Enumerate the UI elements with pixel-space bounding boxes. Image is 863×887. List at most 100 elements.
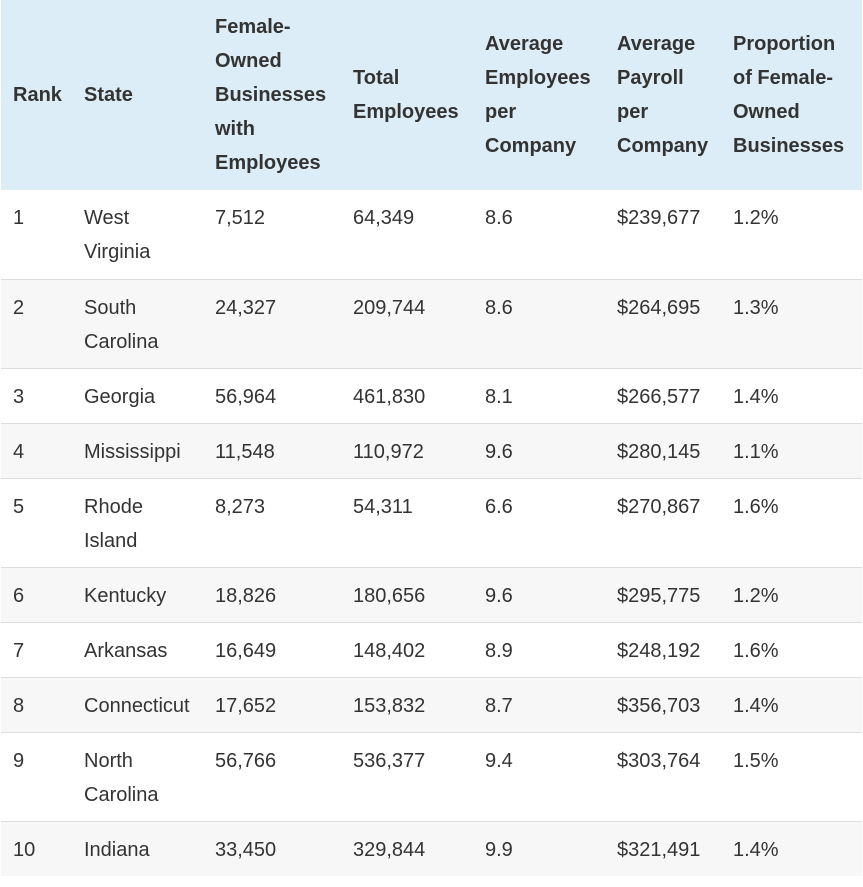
- state-line: Arkansas: [84, 639, 168, 662]
- table-row: 4 Mississippi 11,548 110,972 9.6 $280,14…: [1, 423, 862, 478]
- cell-state: Arkansas: [72, 622, 203, 677]
- cell-rank: 6: [13, 584, 25, 607]
- table-row: 1 West Virginia 7,512 64,349 8.6 $239,677…: [1, 190, 862, 279]
- cell-avg-employees: 6.6: [485, 495, 513, 518]
- cell-avg-employees: 8.6: [485, 207, 513, 229]
- cell-female-owned: 24,327: [215, 296, 277, 319]
- header-line: Employees: [485, 67, 591, 89]
- header-line: Average: [617, 33, 696, 55]
- header-total-employees: Total Employees: [341, 0, 473, 190]
- header-line: Company: [617, 135, 709, 157]
- cell-state: Indiana: [72, 821, 203, 876]
- cell-state: Connecticut: [72, 677, 203, 732]
- table-row: 5 Rhode Island 8,273 54,311 6.6 $270,867 …: [1, 478, 862, 567]
- cell-female-owned: 7,512: [215, 207, 266, 229]
- cell-female-owned: 56,964: [215, 385, 277, 408]
- state-line: Rhode: [84, 495, 143, 518]
- header-line: Owned: [215, 50, 282, 72]
- cell-female-owned: 8,273: [215, 495, 266, 518]
- state-line: Virginia: [84, 241, 151, 263]
- cell-avg-payroll: $270,867: [617, 495, 701, 518]
- cell-rank: 10: [13, 838, 36, 861]
- cell-avg-employees: 8.9: [485, 639, 513, 662]
- cell-total-employees: 329,844: [353, 838, 426, 861]
- cell-proportion: 1.2%: [733, 584, 779, 607]
- cell-state: Georgia: [72, 368, 203, 423]
- cell-rank: 1: [13, 207, 25, 229]
- header-line: Payroll: [617, 67, 684, 89]
- cell-avg-employees: 9.6: [485, 584, 513, 607]
- header-line: Female-: [215, 16, 291, 38]
- header-line: Company: [485, 135, 577, 157]
- header-line: Proportion: [733, 33, 836, 55]
- header-line: Employees: [215, 152, 321, 174]
- cell-proportion: 1.2%: [733, 207, 779, 229]
- cell-avg-payroll: $295,775: [617, 584, 701, 607]
- cell-avg-payroll: $248,192: [617, 639, 701, 662]
- state-line: South: [84, 296, 137, 319]
- table-body: 1 West Virginia 7,512 64,349 8.6 $239,677…: [1, 190, 862, 876]
- cell-state: West Virginia: [72, 190, 203, 279]
- cell-state: Rhode Island: [72, 478, 203, 567]
- cell-total-employees: 54,311: [353, 495, 413, 518]
- header-state: State: [72, 0, 203, 190]
- header-line: Owned: [733, 101, 800, 123]
- cell-rank: 4: [13, 440, 25, 463]
- cell-state: Mississippi: [72, 423, 203, 478]
- header-avg-payroll: Average Payroll per Company: [605, 0, 721, 190]
- cell-proportion: 1.5%: [733, 749, 779, 772]
- table-row: 9 North Carolina 56,766 536,377 9.4 $303,…: [1, 732, 862, 821]
- header-line: Businesses: [733, 135, 845, 157]
- header-line: Average: [485, 33, 564, 55]
- cell-state: Kentucky: [72, 567, 203, 622]
- cell-avg-payroll: $280,145: [617, 440, 701, 463]
- cell-rank: 9: [13, 749, 25, 772]
- state-line: West: [84, 207, 130, 229]
- cell-total-employees: 153,832: [353, 694, 426, 717]
- cell-avg-payroll: $303,764: [617, 749, 701, 772]
- header-line: of Female-: [733, 67, 834, 89]
- cell-female-owned: 11,548: [215, 440, 275, 463]
- table-row: 3 Georgia 56,964 461,830 8.1 $266,577 1.…: [1, 368, 862, 423]
- cell-avg-employees: 8.6: [485, 296, 513, 319]
- cell-state: South Carolina: [72, 279, 203, 368]
- cell-total-employees: 110,972: [353, 440, 424, 463]
- cell-total-employees: 461,830: [353, 385, 426, 408]
- state-line: Georgia: [84, 385, 156, 408]
- header-line: Businesses: [215, 84, 327, 106]
- cell-avg-employees: 8.7: [485, 694, 513, 717]
- cell-proportion: 1.4%: [733, 838, 779, 861]
- cell-total-employees: 64,349: [353, 207, 415, 229]
- cell-avg-payroll: $266,577: [617, 385, 701, 408]
- state-line: Carolina: [84, 783, 159, 806]
- cell-female-owned: 33,450: [215, 838, 277, 861]
- cell-avg-employees: 9.9: [485, 838, 513, 861]
- cell-total-employees: 209,744: [353, 296, 426, 319]
- cell-total-employees: 536,377: [353, 749, 426, 772]
- cell-female-owned: 56,766: [215, 749, 277, 772]
- cell-state: North Carolina: [72, 732, 203, 821]
- table-row: 2 South Carolina 24,327 209,744 8.6 $264,…: [1, 279, 862, 368]
- cell-avg-employees: 9.6: [485, 440, 513, 463]
- header-rank-label: Rank: [13, 84, 62, 106]
- header-line: Total: [353, 67, 400, 89]
- cell-female-owned: 17,652: [215, 694, 277, 717]
- cell-rank: 2: [13, 296, 25, 319]
- cell-avg-payroll: $356,703: [617, 694, 701, 717]
- cell-total-employees: 180,656: [353, 584, 426, 607]
- state-line: Indiana: [84, 838, 150, 861]
- cell-female-owned: 18,826: [215, 584, 277, 607]
- state-line: Carolina: [84, 330, 159, 353]
- state-line: Island: [84, 529, 138, 552]
- state-line: Connecticut: [84, 694, 190, 717]
- header-female-owned: Female- Owned Businesses with Employees: [203, 0, 341, 190]
- cell-female-owned: 16,649: [215, 639, 277, 662]
- cell-proportion: 1.4%: [733, 385, 779, 408]
- cell-rank: 7: [13, 639, 25, 662]
- header-line: per: [485, 101, 517, 123]
- state-line: Kentucky: [84, 584, 167, 607]
- cell-avg-payroll: $239,677: [617, 207, 701, 229]
- cell-proportion: 1.3%: [733, 296, 779, 319]
- state-line: Mississippi: [84, 440, 181, 463]
